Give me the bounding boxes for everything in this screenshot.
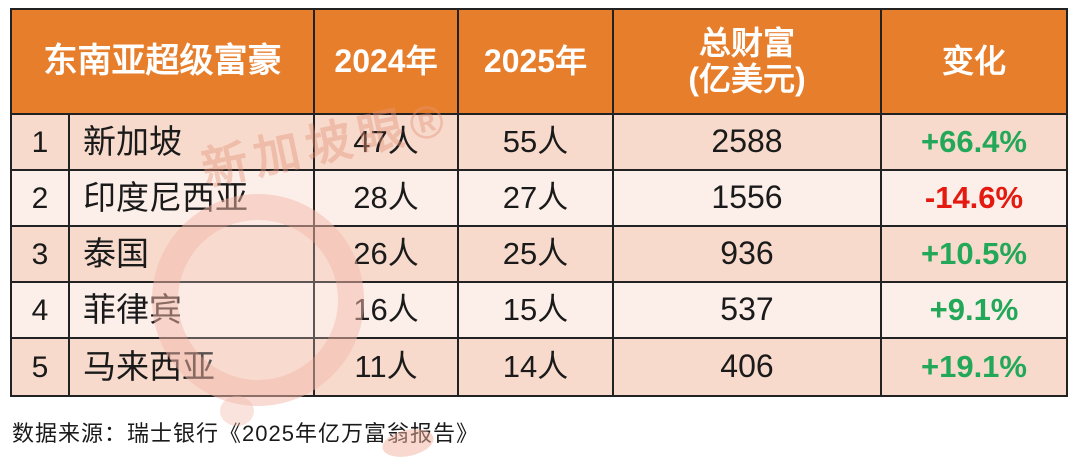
header-wealth-line1: 总财富 (698, 25, 795, 62)
header-wealth-column: 总财富 (亿美元) (614, 10, 882, 115)
country-cell: 印度尼西亚 (70, 171, 315, 227)
count-2024-cell: 47人 (315, 115, 459, 171)
change-cell: +19.1% (882, 339, 1066, 395)
count-2024-cell: 26人 (315, 227, 459, 283)
wealth-cell: 537 (614, 283, 882, 339)
rank-cell: 2 (12, 171, 70, 227)
count-2025-cell: 27人 (459, 171, 614, 227)
header-2024-column: 2024年 (315, 10, 459, 115)
wealth-cell: 1556 (614, 171, 882, 227)
count-2025-cell: 25人 (459, 227, 614, 283)
wealth-cell: 406 (614, 339, 882, 395)
count-2025-cell: 14人 (459, 339, 614, 395)
header-wealth-line2: (亿美元) (688, 60, 806, 97)
country-cell: 新加坡 (70, 115, 315, 171)
country-cell: 菲律宾 (70, 283, 315, 339)
count-2024-cell: 28人 (315, 171, 459, 227)
change-cell: +10.5% (882, 227, 1066, 283)
change-cell: +66.4% (882, 115, 1066, 171)
data-source-note: 数据来源：瑞士银行《2025年亿万富翁报告》 (12, 421, 479, 446)
rank-cell: 3 (12, 227, 70, 283)
wealth-cell: 936 (614, 227, 882, 283)
change-cell: -14.6% (882, 171, 1066, 227)
header-2025-column: 2025年 (459, 10, 614, 115)
change-cell: +9.1% (882, 283, 1066, 339)
count-2024-cell: 16人 (315, 283, 459, 339)
count-2025-cell: 55人 (459, 115, 614, 171)
billionaires-table: 东南亚超级富豪 2024年 2025年 总财富 (亿美元) 变化 1 新加坡 4… (10, 8, 1068, 397)
header-region-column: 东南亚超级富豪 (12, 10, 315, 115)
header-change-column: 变化 (882, 10, 1066, 115)
rank-cell: 5 (12, 339, 70, 395)
rank-cell: 4 (12, 283, 70, 339)
count-2024-cell: 11人 (315, 339, 459, 395)
wealth-cell: 2588 (614, 115, 882, 171)
count-2025-cell: 15人 (459, 283, 614, 339)
rank-cell: 1 (12, 115, 70, 171)
country-cell: 泰国 (70, 227, 315, 283)
country-cell: 马来西亚 (70, 339, 315, 395)
